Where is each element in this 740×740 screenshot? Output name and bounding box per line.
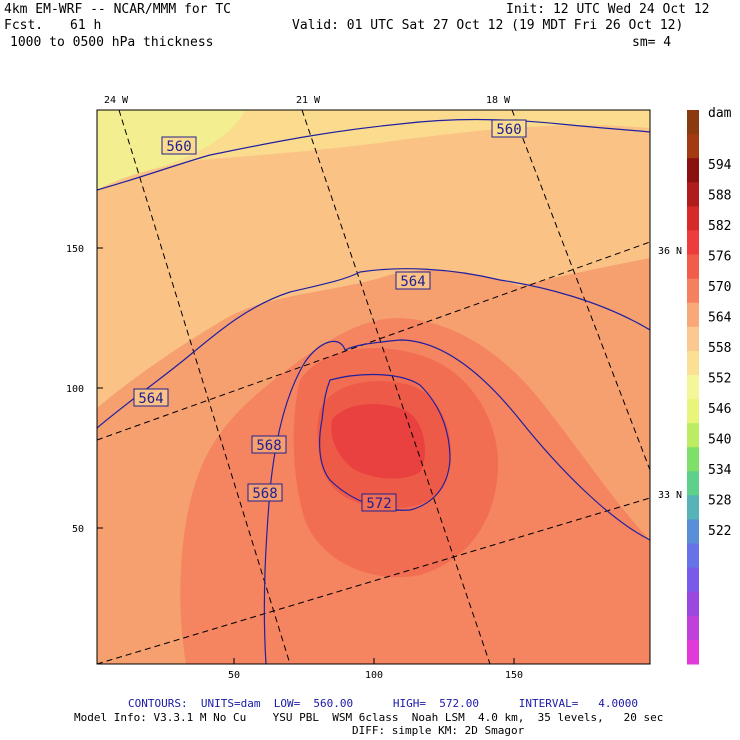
contours-info: CONTOURS: UNITS=dam LOW= 560.00 HIGH= 57… <box>128 697 638 710</box>
colorbar-level-label: 558 <box>708 341 731 356</box>
colorbar-level-label: 582 <box>708 219 731 234</box>
colorbar-swatch <box>687 206 699 231</box>
lat-label: 33 N <box>658 490 682 501</box>
forecast-label: Fcst. <box>4 18 44 33</box>
lon-label: 24 W <box>104 95 129 106</box>
colorbar-swatch <box>687 399 699 424</box>
contour-label-group: 560 560 564 564 568 568 572 <box>133 119 527 512</box>
x-axis-ticks <box>233 658 515 664</box>
x-tick-label: 100 <box>365 670 383 681</box>
colorbar-level-label: 570 <box>708 280 731 295</box>
colorbar-swatch <box>687 230 699 256</box>
smoothing-label: sm= 4 <box>632 35 672 50</box>
model-title: 4km EM-WRF -- NCAR/MMM for TC <box>4 2 231 17</box>
colorbar-swatch <box>687 567 699 593</box>
colorbar-swatch <box>687 110 699 135</box>
colorbar-level-label: 594 <box>708 158 732 173</box>
colorbar-labels: 594 588 582 576 570 564 558 552 546 540 534 528 522 <box>708 158 732 539</box>
contour-label: 568 <box>256 438 281 454</box>
colorbar-swatch <box>687 374 699 400</box>
colorbar-swatch <box>687 326 699 352</box>
lon-label: 18 W <box>486 95 511 106</box>
lon-label: 21 W <box>296 95 321 106</box>
colorbar-level-label: 588 <box>708 189 731 204</box>
contour-label: 564 <box>138 391 163 407</box>
colorbar-unit: dam <box>708 106 732 121</box>
contour-label: 564 <box>400 274 425 290</box>
y-axis-ticks <box>97 247 103 529</box>
colorbar-level-label: 564 <box>708 311 732 326</box>
y-tick-label: 50 <box>72 524 84 535</box>
colorbar-swatch <box>687 639 699 665</box>
init-time: Init: 12 UTC Wed 24 Oct 12 <box>506 2 710 17</box>
colorbar-level-label: 546 <box>708 402 731 417</box>
thickness-fill <box>97 110 650 664</box>
colorbar-level-label: 534 <box>708 463 732 478</box>
colorbar-swatch <box>687 471 699 496</box>
colorbar-swatch <box>687 519 699 545</box>
colorbar-swatch <box>687 495 699 520</box>
colorbar-swatch <box>687 158 699 183</box>
colorbar-swatch <box>687 350 699 376</box>
colorbar-level-label: 522 <box>708 524 731 539</box>
colorbar-swatch <box>687 254 699 280</box>
contour-label: 572 <box>366 496 391 512</box>
model-info: Model Info: V3.3.1 M No Cu YSU PBL WSM 6… <box>74 711 664 724</box>
diff-info: DIFF: simple KM: 2D Smagor <box>352 724 525 737</box>
y-tick-label: 100 <box>66 384 84 395</box>
field-title: 1000 to 0500 hPa thickness <box>10 35 214 50</box>
colorbar-level-label: 540 <box>708 433 731 448</box>
colorbar-level-label: 576 <box>708 250 731 265</box>
x-tick-label: 150 <box>505 670 523 681</box>
colorbar-level-label: 528 <box>708 494 731 509</box>
colorbar-swatch <box>687 423 699 448</box>
colorbar-level-label: 552 <box>708 372 731 387</box>
colorbar-swatch <box>687 182 699 207</box>
x-tick-label: 50 <box>228 670 240 681</box>
colorbar-swatch <box>687 278 699 304</box>
contour-lines <box>97 118 650 664</box>
colorbar-swatch <box>687 134 699 159</box>
colorbar-swatch <box>687 447 699 472</box>
colorbar-swatch <box>687 615 699 641</box>
graticule <box>97 110 650 664</box>
colorbar-swatch <box>687 543 699 569</box>
colorbar-swatch <box>687 302 699 328</box>
valid-time: Valid: 01 UTC Sat 27 Oct 12 (19 MDT Fri … <box>292 18 684 33</box>
colorbar <box>687 110 699 665</box>
forecast-hours: 61 h <box>70 18 102 33</box>
contour-label: 560 <box>166 139 191 155</box>
lat-label: 36 N <box>658 246 682 257</box>
colorbar-swatch <box>687 591 699 617</box>
contour-label: 560 <box>496 122 521 138</box>
y-tick-label: 150 <box>66 244 84 255</box>
contour-label: 568 <box>252 486 277 502</box>
